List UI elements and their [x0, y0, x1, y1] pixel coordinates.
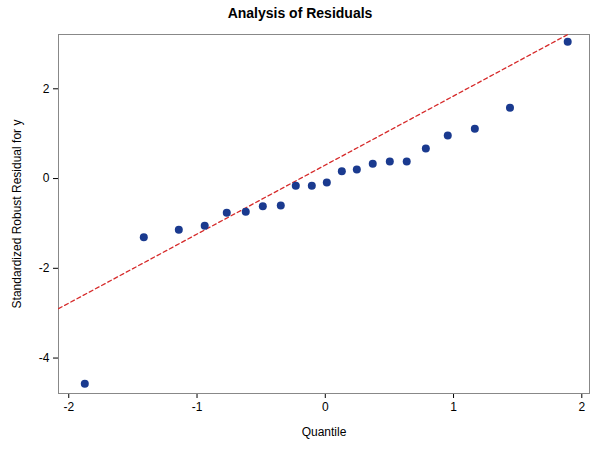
svg-text:-4: -4 [39, 351, 50, 365]
svg-text:Quantile: Quantile [302, 425, 347, 439]
svg-text:0: 0 [43, 171, 50, 185]
svg-text:Standardized Robust Residual f: Standardized Robust Residual for y [10, 120, 24, 309]
svg-text:-1: -1 [192, 400, 203, 414]
svg-text:2: 2 [43, 82, 50, 96]
svg-text:-2: -2 [39, 261, 50, 275]
svg-text:-2: -2 [63, 400, 74, 414]
svg-text:2: 2 [578, 400, 585, 414]
svg-text:0: 0 [322, 400, 329, 414]
html-text:Analysis of Residuals: Analysis of Residuals [227, 5, 373, 21]
svg-text:1: 1 [450, 400, 457, 414]
